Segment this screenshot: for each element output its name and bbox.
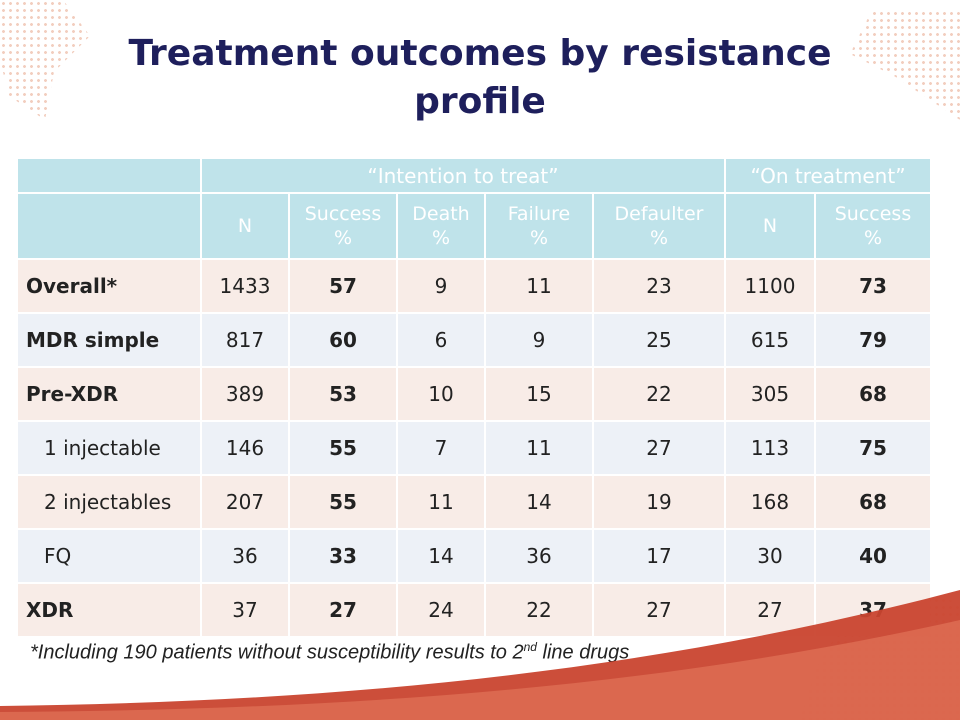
cell-ot-n: 168 <box>726 476 814 528</box>
cell-success: 33 <box>290 530 396 582</box>
cell-death: 14 <box>398 530 484 582</box>
cell-death: 7 <box>398 422 484 474</box>
row-label: XDR <box>18 584 200 636</box>
cell-defaulter: 27 <box>594 422 724 474</box>
header-blank <box>18 194 200 258</box>
header-defaulter: Defaulter% <box>594 194 724 258</box>
cell-n: 37 <box>202 584 288 636</box>
table-row: 2 injectables 207 55 11 14 19 168 68 <box>18 476 930 528</box>
row-label: Overall* <box>18 260 200 312</box>
footnote: *Including 190 patients without suscepti… <box>30 640 630 664</box>
cell-ot-n: 615 <box>726 314 814 366</box>
header-ot-n: N <box>726 194 814 258</box>
row-label: 1 injectable <box>18 422 200 474</box>
cell-ot-success: 79 <box>816 314 930 366</box>
cell-failure: 11 <box>486 260 592 312</box>
cell-ot-n: 27 <box>726 584 814 636</box>
cell-failure: 22 <box>486 584 592 636</box>
cell-success: 60 <box>290 314 396 366</box>
row-label: FQ <box>18 530 200 582</box>
cell-n: 389 <box>202 368 288 420</box>
cell-death: 11 <box>398 476 484 528</box>
cell-n: 817 <box>202 314 288 366</box>
cell-ot-n: 30 <box>726 530 814 582</box>
cell-ot-success: 75 <box>816 422 930 474</box>
table-row: FQ 36 33 14 36 17 30 40 <box>18 530 930 582</box>
header-ot-success: Success% <box>816 194 930 258</box>
row-label: MDR simple <box>18 314 200 366</box>
cell-ot-success: 68 <box>816 476 930 528</box>
row-label: Pre-XDR <box>18 368 200 420</box>
table-row: Overall* 1433 57 9 11 23 1100 73 <box>18 260 930 312</box>
table-row: Pre-XDR 389 53 10 15 22 305 68 <box>18 368 930 420</box>
sub-header-row: N Success% Death% Failure% Defaulter% N … <box>18 194 930 258</box>
cell-ot-n: 113 <box>726 422 814 474</box>
cell-ot-success: 68 <box>816 368 930 420</box>
header-n: N <box>202 194 288 258</box>
cell-failure: 14 <box>486 476 592 528</box>
cell-success: 55 <box>290 422 396 474</box>
cell-n: 207 <box>202 476 288 528</box>
table-row: 1 injectable 146 55 7 11 27 113 75 <box>18 422 930 474</box>
cell-success: 55 <box>290 476 396 528</box>
cell-defaulter: 23 <box>594 260 724 312</box>
header-death: Death% <box>398 194 484 258</box>
cell-failure: 9 <box>486 314 592 366</box>
header-on-treatment: “On treatment” <box>726 159 930 192</box>
header-intention-to-treat: “Intention to treat” <box>202 159 724 192</box>
decorative-swoosh <box>0 590 960 720</box>
cell-death: 24 <box>398 584 484 636</box>
cell-n: 36 <box>202 530 288 582</box>
group-header-row: “Intention to treat” “On treatment” <box>18 159 930 192</box>
cell-n: 1433 <box>202 260 288 312</box>
cell-ot-success: 73 <box>816 260 930 312</box>
cell-n: 146 <box>202 422 288 474</box>
cell-defaulter: 27 <box>594 584 724 636</box>
cell-death: 10 <box>398 368 484 420</box>
cell-failure: 15 <box>486 368 592 420</box>
header-blank <box>18 159 200 192</box>
cell-success: 27 <box>290 584 396 636</box>
cell-success: 57 <box>290 260 396 312</box>
row-label: 2 injectables <box>18 476 200 528</box>
slide-title: Treatment outcomes by resistance profile <box>128 33 832 122</box>
cell-defaulter: 19 <box>594 476 724 528</box>
header-failure: Failure% <box>486 194 592 258</box>
cell-ot-n: 1100 <box>726 260 814 312</box>
cell-defaulter: 17 <box>594 530 724 582</box>
cell-death: 9 <box>398 260 484 312</box>
cell-ot-success: 40 <box>816 530 930 582</box>
cell-failure: 11 <box>486 422 592 474</box>
cell-defaulter: 25 <box>594 314 724 366</box>
cell-death: 6 <box>398 314 484 366</box>
table-row: MDR simple 817 60 6 9 25 615 79 <box>18 314 930 366</box>
cell-success: 53 <box>290 368 396 420</box>
header-success: Success% <box>290 194 396 258</box>
outcomes-table: “Intention to treat” “On treatment” N Su… <box>16 157 932 638</box>
world-map-dots-decoration <box>0 0 90 120</box>
cell-failure: 36 <box>486 530 592 582</box>
cell-ot-n: 305 <box>726 368 814 420</box>
cell-defaulter: 22 <box>594 368 724 420</box>
